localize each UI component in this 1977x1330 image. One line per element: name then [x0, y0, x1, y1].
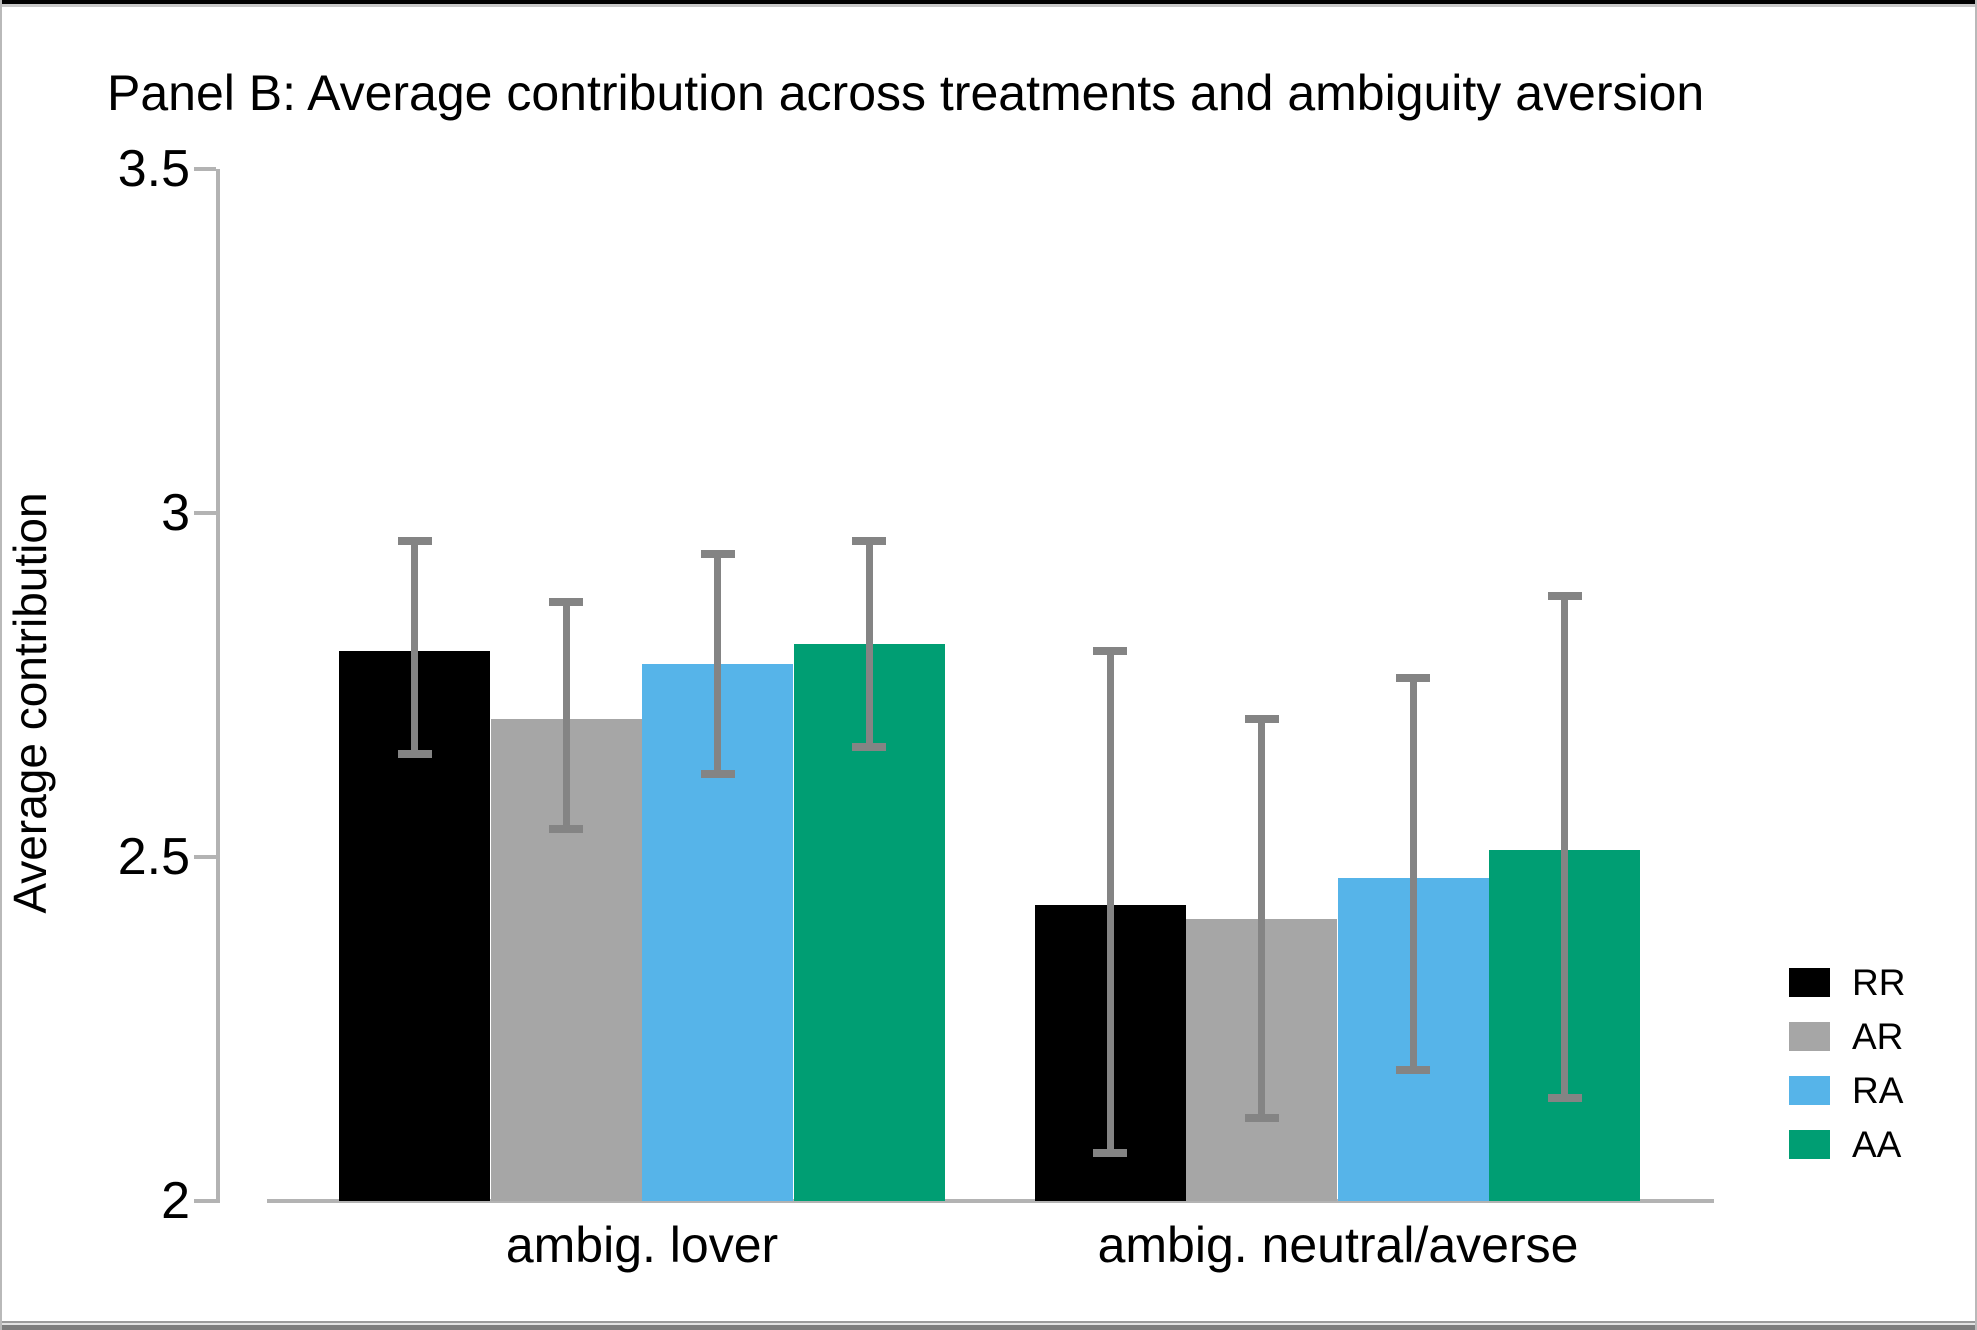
y-tick-3: [194, 511, 216, 515]
error-cap-top-AA-group2: [1547, 591, 1582, 600]
error-stem-RR-group2: [1106, 650, 1114, 1153]
error-cap-bottom-AR-group1: [549, 825, 583, 834]
legend-item-AA: AA: [1789, 1124, 1905, 1165]
legend-item-AR: AR: [1789, 1016, 1905, 1057]
error-cap-top-RA-group2: [1396, 674, 1430, 683]
error-cap-bottom-AR-group2: [1244, 1114, 1279, 1123]
error-cap-bottom-RR-group2: [1093, 1148, 1127, 1157]
legend-label-AR: AR: [1852, 1016, 1904, 1057]
error-cap-top-RR-group1: [397, 536, 432, 545]
x-category-label-1: ambig. lover: [505, 1217, 779, 1273]
legend-label-AA: AA: [1852, 1124, 1902, 1165]
error-stem-RA-group2: [1409, 678, 1417, 1071]
error-cap-top-RA-group1: [700, 550, 735, 559]
error-stem-AA-group2: [1561, 595, 1568, 1098]
error-cap-bottom-AA-group2: [1547, 1093, 1582, 1102]
error-stem-AR-group1: [562, 602, 570, 830]
x-category-label-2: ambig. neutral/averse: [1097, 1217, 1579, 1273]
legend-swatch-RA: [1789, 1076, 1830, 1105]
error-cap-top-AR-group2: [1244, 715, 1279, 724]
x-axis-line: [267, 1199, 1714, 1203]
y-axis-line: [216, 169, 220, 1203]
error-cap-top-AA-group1: [852, 536, 886, 545]
y-tick-2: [194, 1199, 216, 1203]
y-tick-label-3.5: 3.5: [117, 140, 190, 198]
y-tick-3.5: [194, 167, 216, 171]
legend-item-RR: RR: [1789, 962, 1906, 1003]
error-cap-bottom-AA-group1: [852, 742, 886, 751]
error-cap-top-RR-group2: [1093, 646, 1127, 655]
legend-swatch-AR: [1789, 1022, 1830, 1051]
y-tick-2.5: [194, 855, 216, 859]
chart-title: Panel B: Average contribution across tre…: [107, 65, 1705, 121]
legend-label-RA: RA: [1852, 1070, 1904, 1111]
y-tick-label-2.5: 2.5: [117, 828, 190, 886]
legend-item-RA: RA: [1789, 1070, 1905, 1111]
error-cap-bottom-RA-group1: [700, 770, 735, 779]
legend-label-RR: RR: [1852, 962, 1906, 1003]
error-stem-AR-group2: [1258, 719, 1265, 1119]
legend-swatch-AA: [1789, 1130, 1830, 1159]
error-stem-RA-group1: [714, 554, 721, 775]
legend: RR AR RA AA: [1789, 962, 1906, 1184]
error-stem-RR-group1: [411, 540, 418, 754]
legend-swatch-RR: [1789, 968, 1830, 997]
error-cap-top-AR-group1: [549, 598, 583, 607]
y-tick-label-3: 3: [161, 484, 190, 542]
error-stem-AA-group1: [865, 540, 873, 747]
error-cap-bottom-RR-group1: [397, 749, 432, 758]
window-bottom-border: [2, 1321, 1975, 1330]
error-cap-bottom-RA-group2: [1396, 1066, 1430, 1075]
window-top-border: [2, 0, 1975, 7]
y-tick-label-2: 2: [161, 1172, 190, 1230]
